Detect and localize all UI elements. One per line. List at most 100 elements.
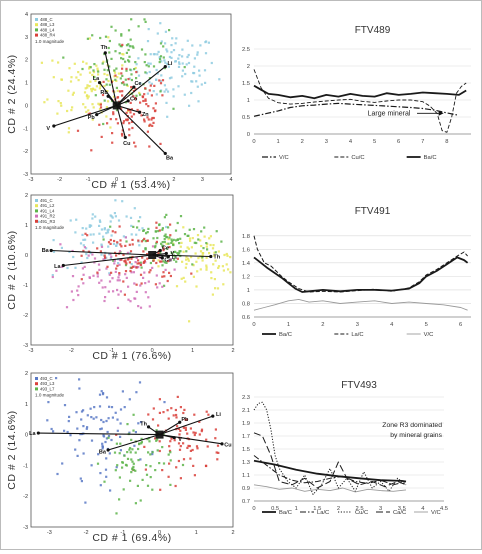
point-491_C xyxy=(81,233,84,236)
point-488_R4 xyxy=(127,78,130,81)
point-493_L7 xyxy=(132,468,135,471)
point-488_C xyxy=(178,54,181,57)
point-488_L4 xyxy=(94,94,97,97)
point-488_R4 xyxy=(147,118,150,121)
point-488_L4 xyxy=(129,45,132,48)
arrow-head xyxy=(137,110,142,114)
point-491_L2 xyxy=(195,285,198,288)
point-491_R3 xyxy=(161,275,164,278)
point-491_L4 xyxy=(140,266,143,269)
point-491_L4 xyxy=(176,238,179,241)
point-493_L3 xyxy=(184,428,187,431)
point-491_C xyxy=(75,218,78,221)
point-493_C xyxy=(137,422,140,425)
point-488_C xyxy=(177,65,181,68)
point-491_R2 xyxy=(105,267,108,270)
point-488_L3 xyxy=(88,71,92,74)
point-491_L2 xyxy=(184,280,187,283)
point-488_L3 xyxy=(116,89,119,92)
point-491_L4 xyxy=(160,242,163,245)
point-493_C xyxy=(107,417,110,420)
legend-label: V/C xyxy=(424,332,434,338)
point-493_L3 xyxy=(158,449,161,453)
point-493_C xyxy=(63,429,66,432)
point-491_L4 xyxy=(157,230,160,233)
point-488_C xyxy=(165,101,168,104)
point-488_L4 xyxy=(143,61,146,64)
point-488_R4 xyxy=(121,94,124,97)
point-493_C xyxy=(68,415,71,418)
point-491_C xyxy=(115,244,118,247)
point-491_R2 xyxy=(98,281,101,284)
y-tick-label: -3 xyxy=(23,172,28,178)
series-line-ba-c xyxy=(253,459,407,483)
loading-arrow xyxy=(53,104,117,127)
point-488_L3 xyxy=(40,61,43,64)
point-488_L3 xyxy=(90,88,93,91)
point-491_L4 xyxy=(163,238,166,241)
point-493_C xyxy=(123,406,126,409)
point-491_R2 xyxy=(156,286,159,289)
point-488_L4 xyxy=(110,25,113,28)
loading-label: V xyxy=(46,126,50,132)
point-488_C xyxy=(165,48,168,51)
point-493_L3 xyxy=(183,408,186,411)
point-488_R4 xyxy=(118,90,122,93)
point-491_R3 xyxy=(148,271,151,274)
point-491_R3 xyxy=(139,263,142,267)
point-491_C xyxy=(106,229,109,232)
point-491_C xyxy=(138,228,141,232)
point-488_R4 xyxy=(133,141,136,144)
point-488_L3 xyxy=(97,73,100,76)
y-tick-label: 2.1 xyxy=(242,408,250,414)
x-tick-label: -1 xyxy=(86,177,91,183)
point-488_L3 xyxy=(86,86,89,89)
point-493_L3 xyxy=(182,411,185,415)
point-491_C xyxy=(102,235,105,238)
point-488_L4 xyxy=(110,57,113,60)
legend-swatch xyxy=(35,382,38,386)
point-488_R4 xyxy=(159,142,162,145)
point-491_L2 xyxy=(208,252,211,255)
point-488_C xyxy=(207,41,210,44)
point-491_R3 xyxy=(114,231,117,234)
point-488_L4 xyxy=(89,66,92,69)
point-493_L3 xyxy=(193,474,196,477)
point-488_R4 xyxy=(127,108,130,111)
point-491_C xyxy=(74,231,77,234)
point-491_R2 xyxy=(87,254,90,257)
point-488_L4 xyxy=(140,48,144,51)
point-488_L3 xyxy=(91,118,94,121)
point-488_R4 xyxy=(130,115,133,118)
point-493_C xyxy=(138,381,142,384)
point-493_C xyxy=(105,457,108,460)
point-491_R3 xyxy=(104,256,107,259)
point-488_R4 xyxy=(121,67,124,70)
point-491_R3 xyxy=(169,274,172,278)
point-488_R4 xyxy=(147,105,150,108)
point-491_C xyxy=(111,216,114,219)
point-488_L3 xyxy=(122,53,125,56)
loading-label: Cu xyxy=(224,443,231,449)
point-493_C xyxy=(80,418,83,421)
point-493_L7 xyxy=(130,471,133,474)
point-488_L4 xyxy=(105,78,108,81)
point-491_C xyxy=(100,243,103,246)
point-488_R4 xyxy=(146,130,149,133)
point-493_L7 xyxy=(151,488,154,491)
point-493_L7 xyxy=(134,451,137,454)
point-491_R3 xyxy=(125,262,128,265)
point-488_R4 xyxy=(99,103,102,106)
point-491_R2 xyxy=(135,256,138,259)
legend-swatch xyxy=(35,33,38,37)
point-493_C xyxy=(133,444,136,447)
point-493_L7 xyxy=(169,451,172,454)
point-491_R2 xyxy=(143,271,146,274)
point-493_L7 xyxy=(126,451,129,454)
point-488_R4 xyxy=(158,79,161,82)
point-491_L4 xyxy=(144,240,147,243)
legend-swatch xyxy=(35,219,38,223)
point-488_R4 xyxy=(146,116,149,119)
point-493_C xyxy=(115,466,118,469)
point-493_C xyxy=(95,416,98,419)
